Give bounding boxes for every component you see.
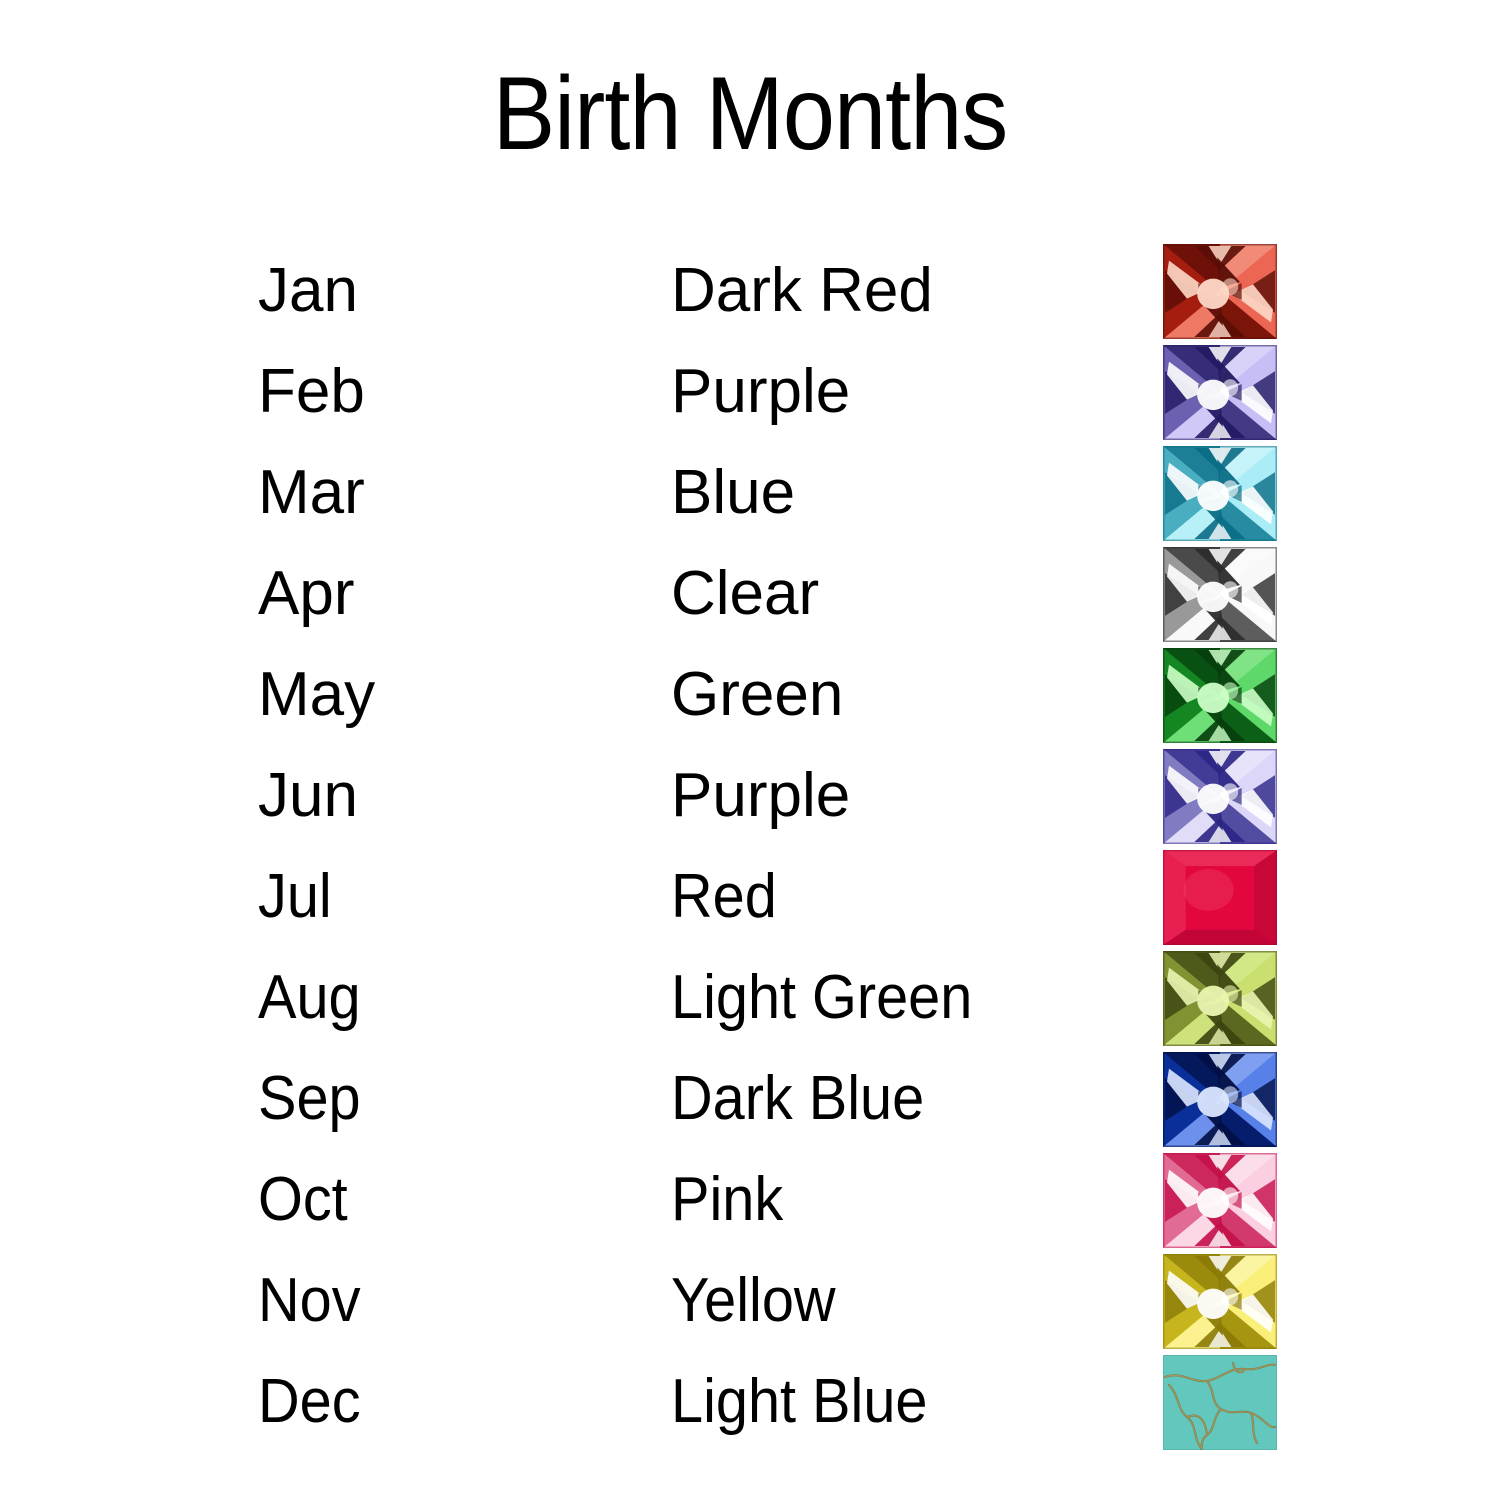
birthstone-sapphire-icon	[1163, 1052, 1277, 1147]
birthstone-amethyst-icon	[1163, 345, 1277, 440]
table-row: Apr Clear	[0, 546, 1500, 647]
month-label: Jan	[258, 256, 358, 325]
table-row: Mar Blue	[0, 445, 1500, 546]
table-row: May Green	[0, 647, 1500, 748]
birthstone-peridot-icon	[1163, 951, 1277, 1046]
birthstone-alexandrite-icon	[1163, 749, 1277, 844]
month-label: May	[258, 660, 376, 729]
table-row: Jan Dark Red	[0, 243, 1500, 344]
color-name-label: Purple	[671, 761, 851, 830]
birthstone-emerald-icon	[1163, 648, 1277, 743]
month-label: Dec	[258, 1367, 361, 1436]
birthstone-turquoise-icon	[1163, 1355, 1277, 1450]
month-label: Mar	[258, 458, 365, 527]
month-label: Apr	[258, 559, 355, 628]
month-label: Jun	[258, 761, 358, 830]
birthstone-diamond-icon	[1163, 547, 1277, 642]
color-name-label: Pink	[671, 1165, 784, 1234]
color-name-label: Dark Blue	[671, 1064, 925, 1133]
birthstone-garnet-icon	[1163, 244, 1277, 339]
table-row: Feb Purple	[0, 344, 1500, 445]
table-row: Nov Yellow	[0, 1253, 1500, 1354]
color-name-label: Clear	[671, 559, 820, 628]
color-name-label: Blue	[671, 458, 796, 527]
month-label: Feb	[258, 357, 365, 426]
color-name-label: Green	[671, 660, 844, 729]
table-row: Oct Pink	[0, 1152, 1500, 1253]
table-row: Aug Light Green	[0, 950, 1500, 1051]
table-row: Jul Red	[0, 849, 1500, 950]
color-name-label: Dark Red	[671, 256, 933, 325]
table-row: Dec Light Blue	[0, 1354, 1500, 1455]
color-name-label: Red	[671, 862, 777, 931]
birth-months-table: Jan Dark Red Feb Purple Mar Blue Apr Clear M…	[0, 243, 1500, 1455]
month-label: Jul	[258, 862, 332, 931]
table-row: Sep Dark Blue	[0, 1051, 1500, 1152]
month-label: Nov	[258, 1266, 361, 1335]
page-title: Birth Months	[492, 56, 1009, 172]
color-name-label: Yellow	[671, 1266, 836, 1335]
color-name-label: Light Blue	[671, 1367, 928, 1436]
table-row: Jun Purple	[0, 748, 1500, 849]
birthstone-tourmaline-icon	[1163, 1153, 1277, 1248]
birthstone-aquamarine-icon	[1163, 446, 1277, 541]
month-label: Oct	[258, 1165, 348, 1234]
month-label: Sep	[258, 1064, 361, 1133]
color-name-label: Purple	[671, 357, 851, 426]
color-name-label: Light Green	[671, 963, 973, 1032]
month-label: Aug	[258, 963, 361, 1032]
birthstone-ruby-icon	[1163, 850, 1277, 945]
birthstone-citrine-icon	[1163, 1254, 1277, 1349]
